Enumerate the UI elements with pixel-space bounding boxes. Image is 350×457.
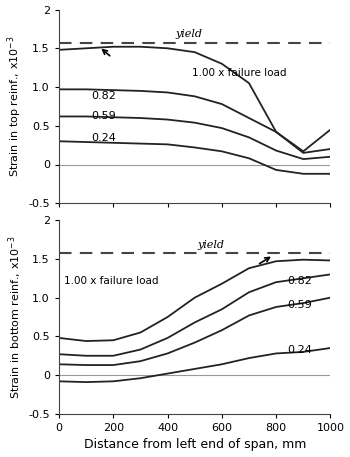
Text: 1.00 x failure load: 1.00 x failure load [64,276,159,286]
Text: 0.82: 0.82 [92,91,117,101]
Text: 0.24: 0.24 [287,345,312,356]
X-axis label: Distance from left end of span, mm: Distance from left end of span, mm [84,438,306,452]
Text: yield: yield [176,29,203,39]
Text: yield: yield [197,239,224,250]
Text: 0.82: 0.82 [287,276,312,286]
Y-axis label: Strain in top reinf., x10$^{-3}$: Strain in top reinf., x10$^{-3}$ [6,36,24,177]
Text: 0.24: 0.24 [92,133,117,143]
Text: 0.59: 0.59 [287,300,312,310]
Text: 0.59: 0.59 [92,112,116,122]
Text: 1.00 x failure load: 1.00 x failure load [192,68,287,78]
Y-axis label: Strain in bottom reinf., x10$^{-3}$: Strain in bottom reinf., x10$^{-3}$ [7,235,24,399]
